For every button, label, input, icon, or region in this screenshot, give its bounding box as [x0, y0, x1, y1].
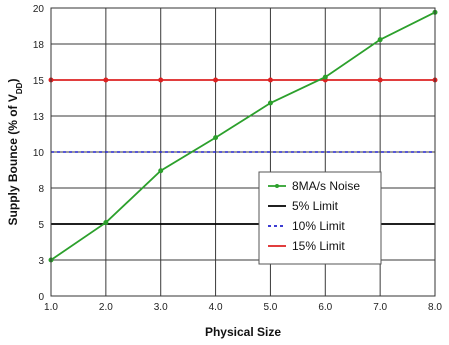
x-tick-label: 7.0 — [373, 302, 387, 313]
y-tick-label: 18 — [33, 40, 45, 51]
y-tick-label: 20 — [33, 4, 45, 15]
legend-label: 8MA/s Noise — [292, 179, 360, 193]
y-tick-label: 3 — [38, 256, 44, 267]
data-point — [267, 100, 273, 106]
data-point — [103, 77, 109, 83]
legend-item: 8MA/s Noise — [268, 179, 360, 193]
y-tick-label: 13 — [33, 112, 45, 123]
series-15-limit — [48, 77, 438, 83]
y-tick-label: 5 — [38, 220, 44, 231]
plot-frame — [50, 7, 436, 297]
data-point — [213, 135, 219, 141]
x-tick-label: 8.0 — [428, 302, 442, 313]
tick-labels: 1.0 2.0 3.0 4.0 5.0 6.0 7.0 8.0 0 3 5 8 10 13 15 18 20 — [33, 4, 443, 313]
legend-label: 5% Limit — [292, 199, 339, 213]
x-tick-label: 2.0 — [99, 302, 113, 313]
data-point — [377, 37, 383, 43]
data-point — [377, 77, 383, 83]
legend-label: 15% Limit — [292, 239, 345, 253]
data-point — [322, 74, 328, 80]
y-tick-label: 15 — [33, 76, 45, 87]
y-tick-label: 0 — [38, 292, 44, 303]
y-axis-title-close: ) — [6, 79, 20, 83]
y-axis-title-main: Supply Bounce (% of V — [6, 94, 20, 225]
x-tick-label: 4.0 — [209, 302, 223, 313]
legend-item: 5% Limit — [268, 199, 339, 213]
data-point — [158, 77, 164, 83]
x-tick-label: 3.0 — [154, 302, 168, 313]
y-axis-title-subscript: DD — [15, 82, 24, 94]
data-point — [213, 77, 219, 83]
y-axis-title: Supply Bounce (% of VDD) — [6, 79, 24, 226]
legend-label: 10% Limit — [292, 219, 345, 233]
legend-item: 10% Limit — [268, 219, 345, 233]
legend-item: 15% Limit — [268, 239, 345, 253]
data-point — [103, 220, 109, 226]
x-axis-title: Physical Size — [205, 325, 281, 339]
legend-box — [258, 171, 382, 265]
legend: 8MA/s Noise 5% Limit 10% Limit 15% Limit — [258, 171, 382, 265]
x-tick-label: 5.0 — [263, 302, 277, 313]
y-tick-label: 8 — [38, 184, 44, 195]
legend-marker — [275, 184, 279, 188]
data-point — [267, 77, 273, 83]
data-point — [158, 168, 164, 174]
y-tick-label: 10 — [33, 148, 45, 159]
series-line — [50, 11, 436, 261]
x-tick-label: 1.0 — [44, 302, 58, 313]
x-tick-label: 6.0 — [318, 302, 332, 313]
series-layer — [48, 9, 438, 263]
